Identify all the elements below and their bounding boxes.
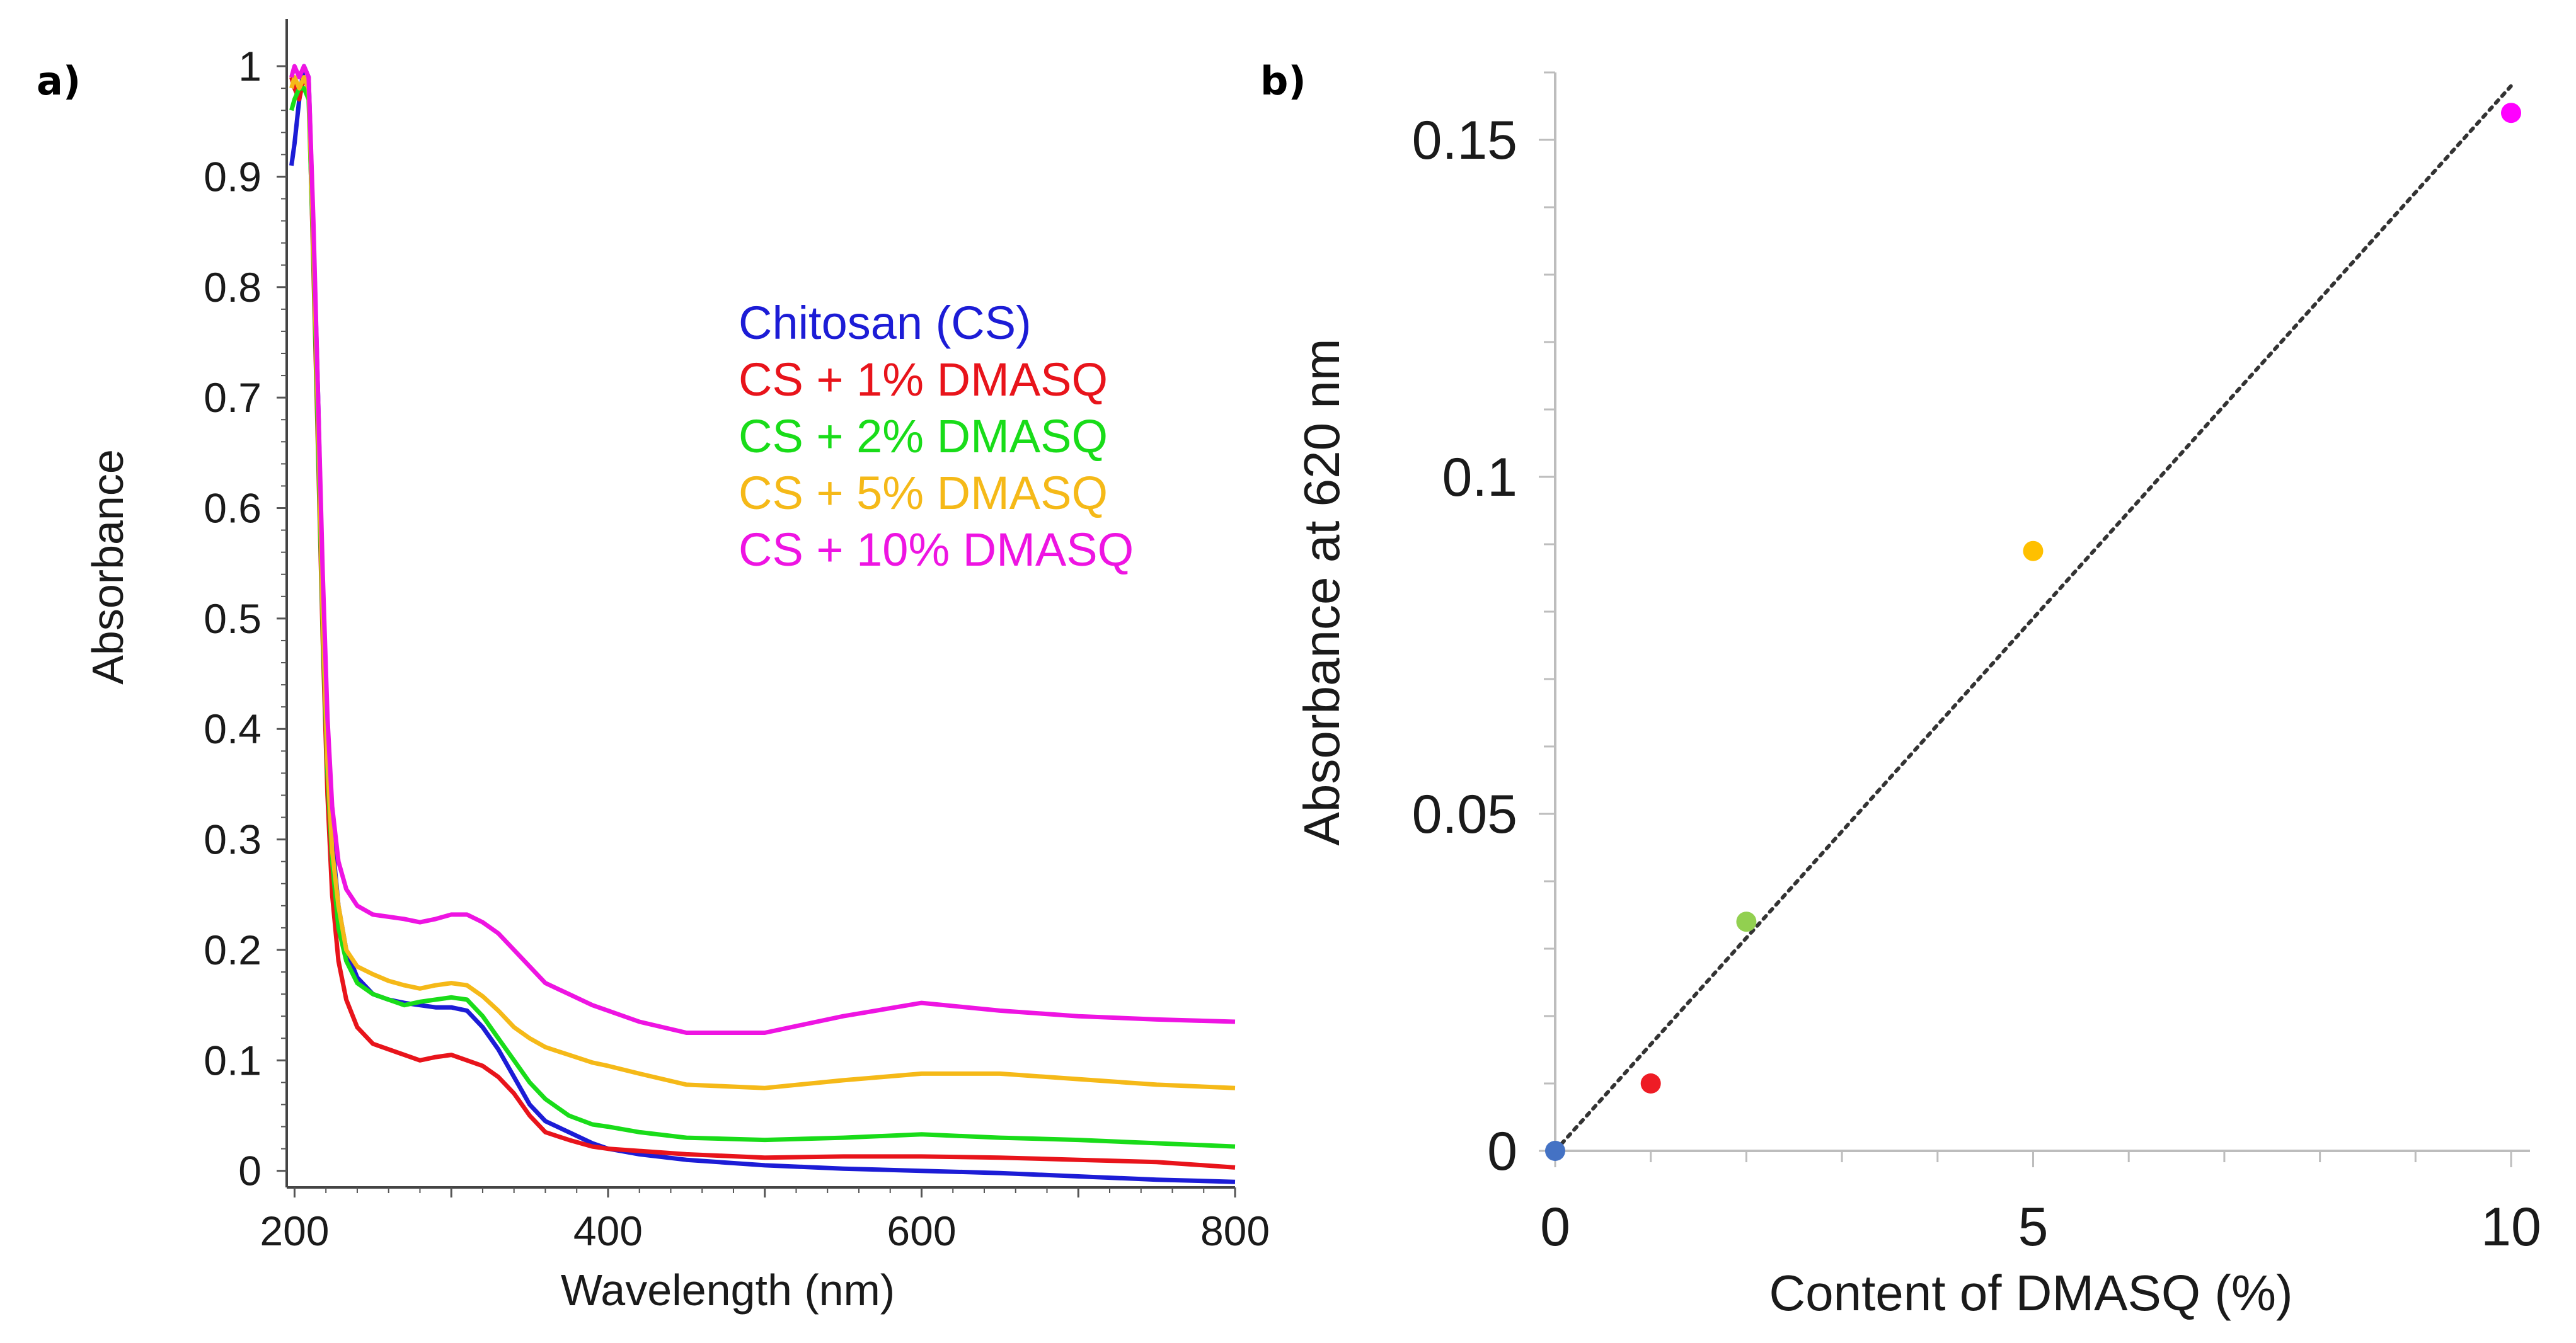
panel-a-x-tick-label: 600	[887, 1208, 956, 1254]
data-point-2	[1736, 912, 1757, 932]
panel-a-y-tick-label: 0.7	[204, 374, 262, 421]
panel-b-x-tick-label: 5	[2018, 1197, 2049, 1257]
panel-a-y-tick-label: 0.1	[204, 1037, 262, 1083]
panel-a-y-tick-label: 1	[238, 43, 262, 89]
panel-a-y-tick-label: 0.6	[204, 485, 262, 532]
data-point-1	[1640, 1073, 1661, 1094]
panel-a-y-ticks: 0 0.1 0.2 0.3 0.4 0.5 0.6 0.7 0.8 0.9 1	[204, 43, 287, 1194]
panel-b-label: b)	[1260, 58, 1306, 104]
data-point-3	[2023, 540, 2044, 561]
panel-b-absorbance-vs-content: b) Absorbance at 620 nm Content of DMASQ…	[1260, 58, 2541, 1321]
panel-a-axes	[285, 19, 1235, 1189]
series-line-4	[289, 64, 1236, 1035]
legend-entry-3: CS + 5% DMASQ	[739, 467, 1108, 519]
panel-b-x-axis-title: Content of DMASQ (%)	[1769, 1265, 2292, 1321]
legend-entry-4: CS + 10% DMASQ	[739, 523, 1134, 576]
panel-a-x-axis-title: Wavelength (nm)	[561, 1266, 895, 1315]
trendline	[1553, 84, 2513, 1153]
panel-a-y-axis-title: Absorbance	[83, 449, 132, 685]
panel-a-label: a)	[37, 58, 81, 104]
panel-a-y-tick-label: 0.2	[204, 927, 262, 973]
panel-b-y-tick-label: 0.05	[1412, 784, 1517, 845]
panel-a-y-tick-label: 0	[238, 1148, 262, 1194]
panel-b-y-axis-title: Absorbance at 620 nm	[1294, 339, 1350, 846]
panel-b-y-tick-label: 0.1	[1442, 447, 1517, 508]
panel-a-x-tick-label: 400	[573, 1208, 643, 1254]
panel-a-x-ticks: 200 400 600 800	[260, 1187, 1270, 1254]
panel-a-x-tick-label: 200	[260, 1208, 329, 1254]
panel-a-y-tick-label: 0.5	[204, 595, 262, 642]
series-line-1	[289, 75, 1236, 1170]
panel-b-x-tick-label: 10	[2481, 1197, 2541, 1257]
data-point-0	[1545, 1141, 1565, 1161]
series-line-0	[289, 64, 1236, 1184]
panel-b-x-tick-label: 0	[1540, 1197, 1570, 1257]
panel-a-absorbance-spectra: a) Absorbance Wavelength (nm) 0 0.1 0.2 0.3…	[37, 19, 1270, 1315]
panel-b-trendline	[1553, 84, 2513, 1153]
panel-a-series-lines	[289, 64, 1236, 1184]
panel-b-data-points	[1545, 103, 2521, 1161]
series-line-3	[289, 75, 1236, 1090]
legend-entry-2: CS + 2% DMASQ	[739, 410, 1108, 462]
panel-a-x-tick-label: 800	[1200, 1208, 1270, 1254]
legend-entry-0: Chitosan (CS)	[739, 297, 1032, 349]
panel-a-y-tick-label: 0.3	[204, 816, 262, 863]
legend-entry-1: CS + 1% DMASQ	[739, 353, 1108, 406]
panel-b-x-ticks: 0 5 10	[1540, 1151, 2541, 1257]
panel-b-y-tick-label: 0.15	[1412, 110, 1517, 171]
panel-a-y-tick-label: 0.4	[204, 706, 262, 752]
panel-b-y-ticks: 0 0.05 0.1 0.15	[1412, 71, 1555, 1182]
data-point-4	[2501, 103, 2521, 123]
panel-a-y-tick-label: 0.9	[204, 153, 262, 200]
panel-a-y-tick-label: 0.8	[204, 264, 262, 311]
panel-b-y-tick-label: 0	[1487, 1121, 1517, 1182]
